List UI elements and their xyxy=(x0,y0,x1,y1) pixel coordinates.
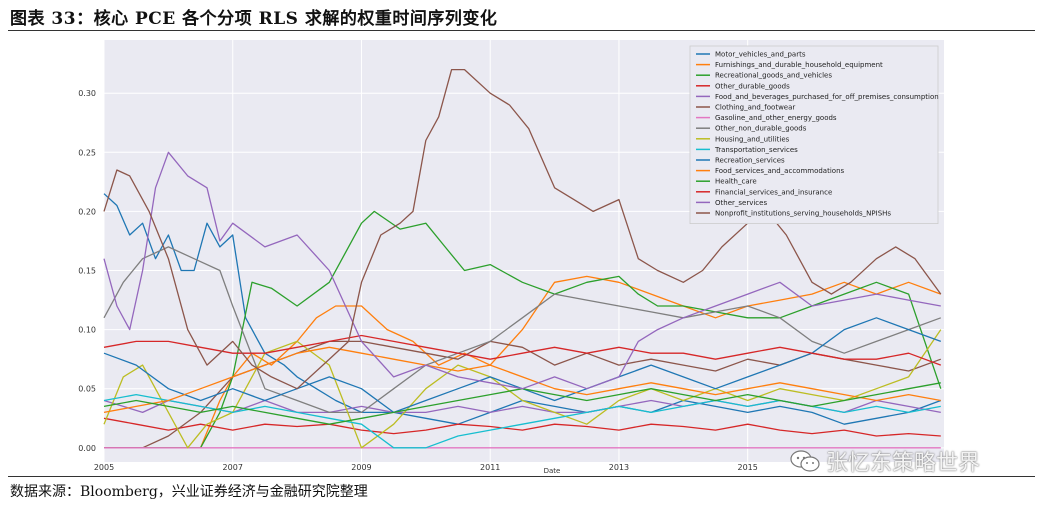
series-line-Recreational_goods_and_vehicles xyxy=(104,210,942,449)
series-line-Financial_services_and_insurance xyxy=(103,334,942,366)
legend-entry: Motor_vehicles_and_parts xyxy=(715,51,806,59)
wechat-icon xyxy=(790,450,820,472)
y-tick-label: 0.10 xyxy=(78,326,96,335)
legend-entry: Other_services xyxy=(715,199,767,207)
legend-entry: Financial_services_and_insurance xyxy=(715,188,832,196)
legend-entry: Recreation_services xyxy=(715,157,785,165)
y-tick-label: 0.15 xyxy=(78,267,96,276)
x-axis-label: Date xyxy=(544,467,561,475)
y-tick-label: 0.30 xyxy=(78,89,96,98)
series-line-Other_services xyxy=(103,151,941,390)
top-rule xyxy=(8,30,1035,31)
legend-entry: Other_durable_goods xyxy=(715,82,790,90)
y-tick-label: 0.00 xyxy=(78,444,96,453)
legend-entry: Housing_and_utilities xyxy=(715,135,790,143)
series-line-Other_non_durable_goods xyxy=(103,246,942,414)
series-line-Food_services_and_accommodations xyxy=(103,346,941,414)
x-tick-label: 2011 xyxy=(480,463,500,472)
y-tick-label: 0.05 xyxy=(78,385,96,394)
legend-entry: Transportation_services xyxy=(714,146,798,154)
x-tick-label: 2013 xyxy=(609,463,629,472)
legend-entry: Food_and_beverages_purchased_for_off_pre… xyxy=(715,93,939,101)
legend-entry: Nonprofit_institutions_serving_household… xyxy=(715,210,891,218)
figure-title: 图表 33：核心 PCE 各个分项 RLS 求解的权重时间序列变化 xyxy=(10,9,498,29)
legend: Motor_vehicles_and_parts Furnishings_and_… xyxy=(689,45,939,225)
series-line-Nonprofit_institutions_serving_households_NPISHs xyxy=(103,68,942,390)
y-tick-label: 0.25 xyxy=(78,148,96,157)
watermark-text: 张忆东策略世界 xyxy=(826,451,981,476)
legend-entry: Recreational_goods_and_vehicles xyxy=(715,72,832,80)
x-tick-label: 2015 xyxy=(737,463,757,472)
series-line-Motor_vehicles_and_parts xyxy=(103,193,942,425)
bottom-rule xyxy=(8,476,1035,477)
legend-entry: Other_non_durable_goods xyxy=(715,125,807,133)
axis-ticks: 0.00 0.05 0.10 0.15 0.20 0.25 0.30 2005 2007 2009… xyxy=(78,89,758,472)
legend-entry: Furnishings_and_durable_household_equipm… xyxy=(715,61,883,69)
x-tick-label: 2009 xyxy=(351,463,371,472)
series-line-Other_durable_goods xyxy=(103,417,941,437)
legend-entry: Clothing_and_footwear xyxy=(715,104,795,112)
x-tick-label: 2005 xyxy=(94,463,114,472)
line-chart: 0.00 0.05 0.10 0.15 0.20 0.25 0.30 2005 2007 2009… xyxy=(78,40,944,475)
figure-source: 数据来源：Bloomberg，兴业证券经济与金融研究院整理 xyxy=(10,484,368,500)
legend-entry: Health_care xyxy=(715,178,757,186)
x-tick-label: 2007 xyxy=(223,463,243,472)
legend-entry: Gasoline_and_other_energy_goods xyxy=(715,114,837,122)
legend-box xyxy=(689,45,939,225)
series-lines xyxy=(103,68,942,449)
legend-entry: Food_services_and_accommodations xyxy=(715,167,845,175)
y-tick-label: 0.20 xyxy=(78,207,96,216)
watermark: 张忆东策略世界 xyxy=(790,445,980,477)
